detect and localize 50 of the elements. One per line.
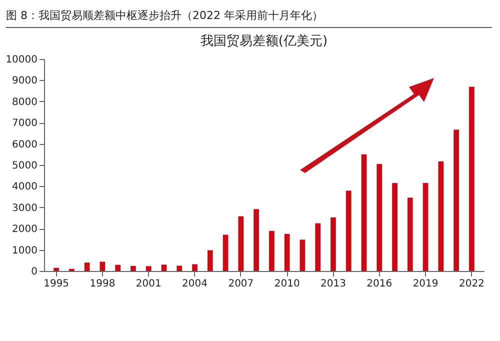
bar: [161, 264, 167, 271]
bar: [222, 234, 228, 271]
bar: [176, 266, 182, 271]
x-tick-label: 2010: [274, 278, 300, 290]
bar: [254, 209, 259, 271]
bar: [115, 264, 121, 271]
bar: [300, 240, 306, 271]
bar: [315, 223, 321, 271]
bar: [392, 183, 398, 271]
bar: [100, 262, 106, 271]
y-tick-label: 4000: [12, 182, 38, 193]
y-tick-label: 10000: [6, 54, 38, 66]
y-tick-label: 0: [31, 266, 38, 278]
bar: [284, 234, 290, 271]
bar: [207, 250, 213, 271]
bar: [130, 266, 136, 271]
y-tick-label: 2000: [12, 224, 38, 236]
x-tick-label: 2019: [412, 278, 438, 290]
bar: [454, 130, 459, 271]
x-tick-label: 2013: [320, 278, 346, 290]
bar: [54, 268, 59, 271]
bar: [407, 198, 413, 271]
x-tick-label: 1995: [44, 278, 70, 290]
y-tick-label: 9000: [12, 76, 38, 87]
x-tick-label: 2022: [458, 278, 484, 290]
y-tick-label: 3000: [12, 202, 38, 214]
bar: [361, 154, 367, 271]
x-tick-label: 2007: [228, 278, 254, 290]
bar: [330, 217, 336, 271]
bar: [84, 262, 90, 271]
chart-subtitle: 我国贸易差额(亿美元): [200, 33, 328, 49]
y-tick-label: 8000: [12, 96, 38, 108]
x-tick-label: 2001: [136, 278, 162, 290]
bar: [346, 190, 352, 271]
bar: [469, 86, 474, 271]
x-tick-label: 2004: [182, 278, 208, 290]
bar: [146, 266, 152, 271]
y-tick-label: 7000: [12, 118, 38, 130]
bar: [376, 164, 382, 271]
bar: [438, 161, 444, 271]
chart-title: 图 8：我国贸易顺差额中枢逐步抬升（2022 年采用前十月年化）: [6, 8, 492, 28]
x-tick-label: 2016: [366, 278, 392, 290]
x-tick-label: 1998: [90, 278, 116, 290]
bar: [238, 216, 244, 271]
bar: [269, 230, 274, 271]
y-tick-label: 5000: [12, 160, 38, 172]
y-tick-label: 6000: [12, 139, 38, 150]
y-tick-label: 1000: [12, 245, 38, 256]
bar: [192, 264, 198, 271]
bar: [422, 183, 428, 271]
